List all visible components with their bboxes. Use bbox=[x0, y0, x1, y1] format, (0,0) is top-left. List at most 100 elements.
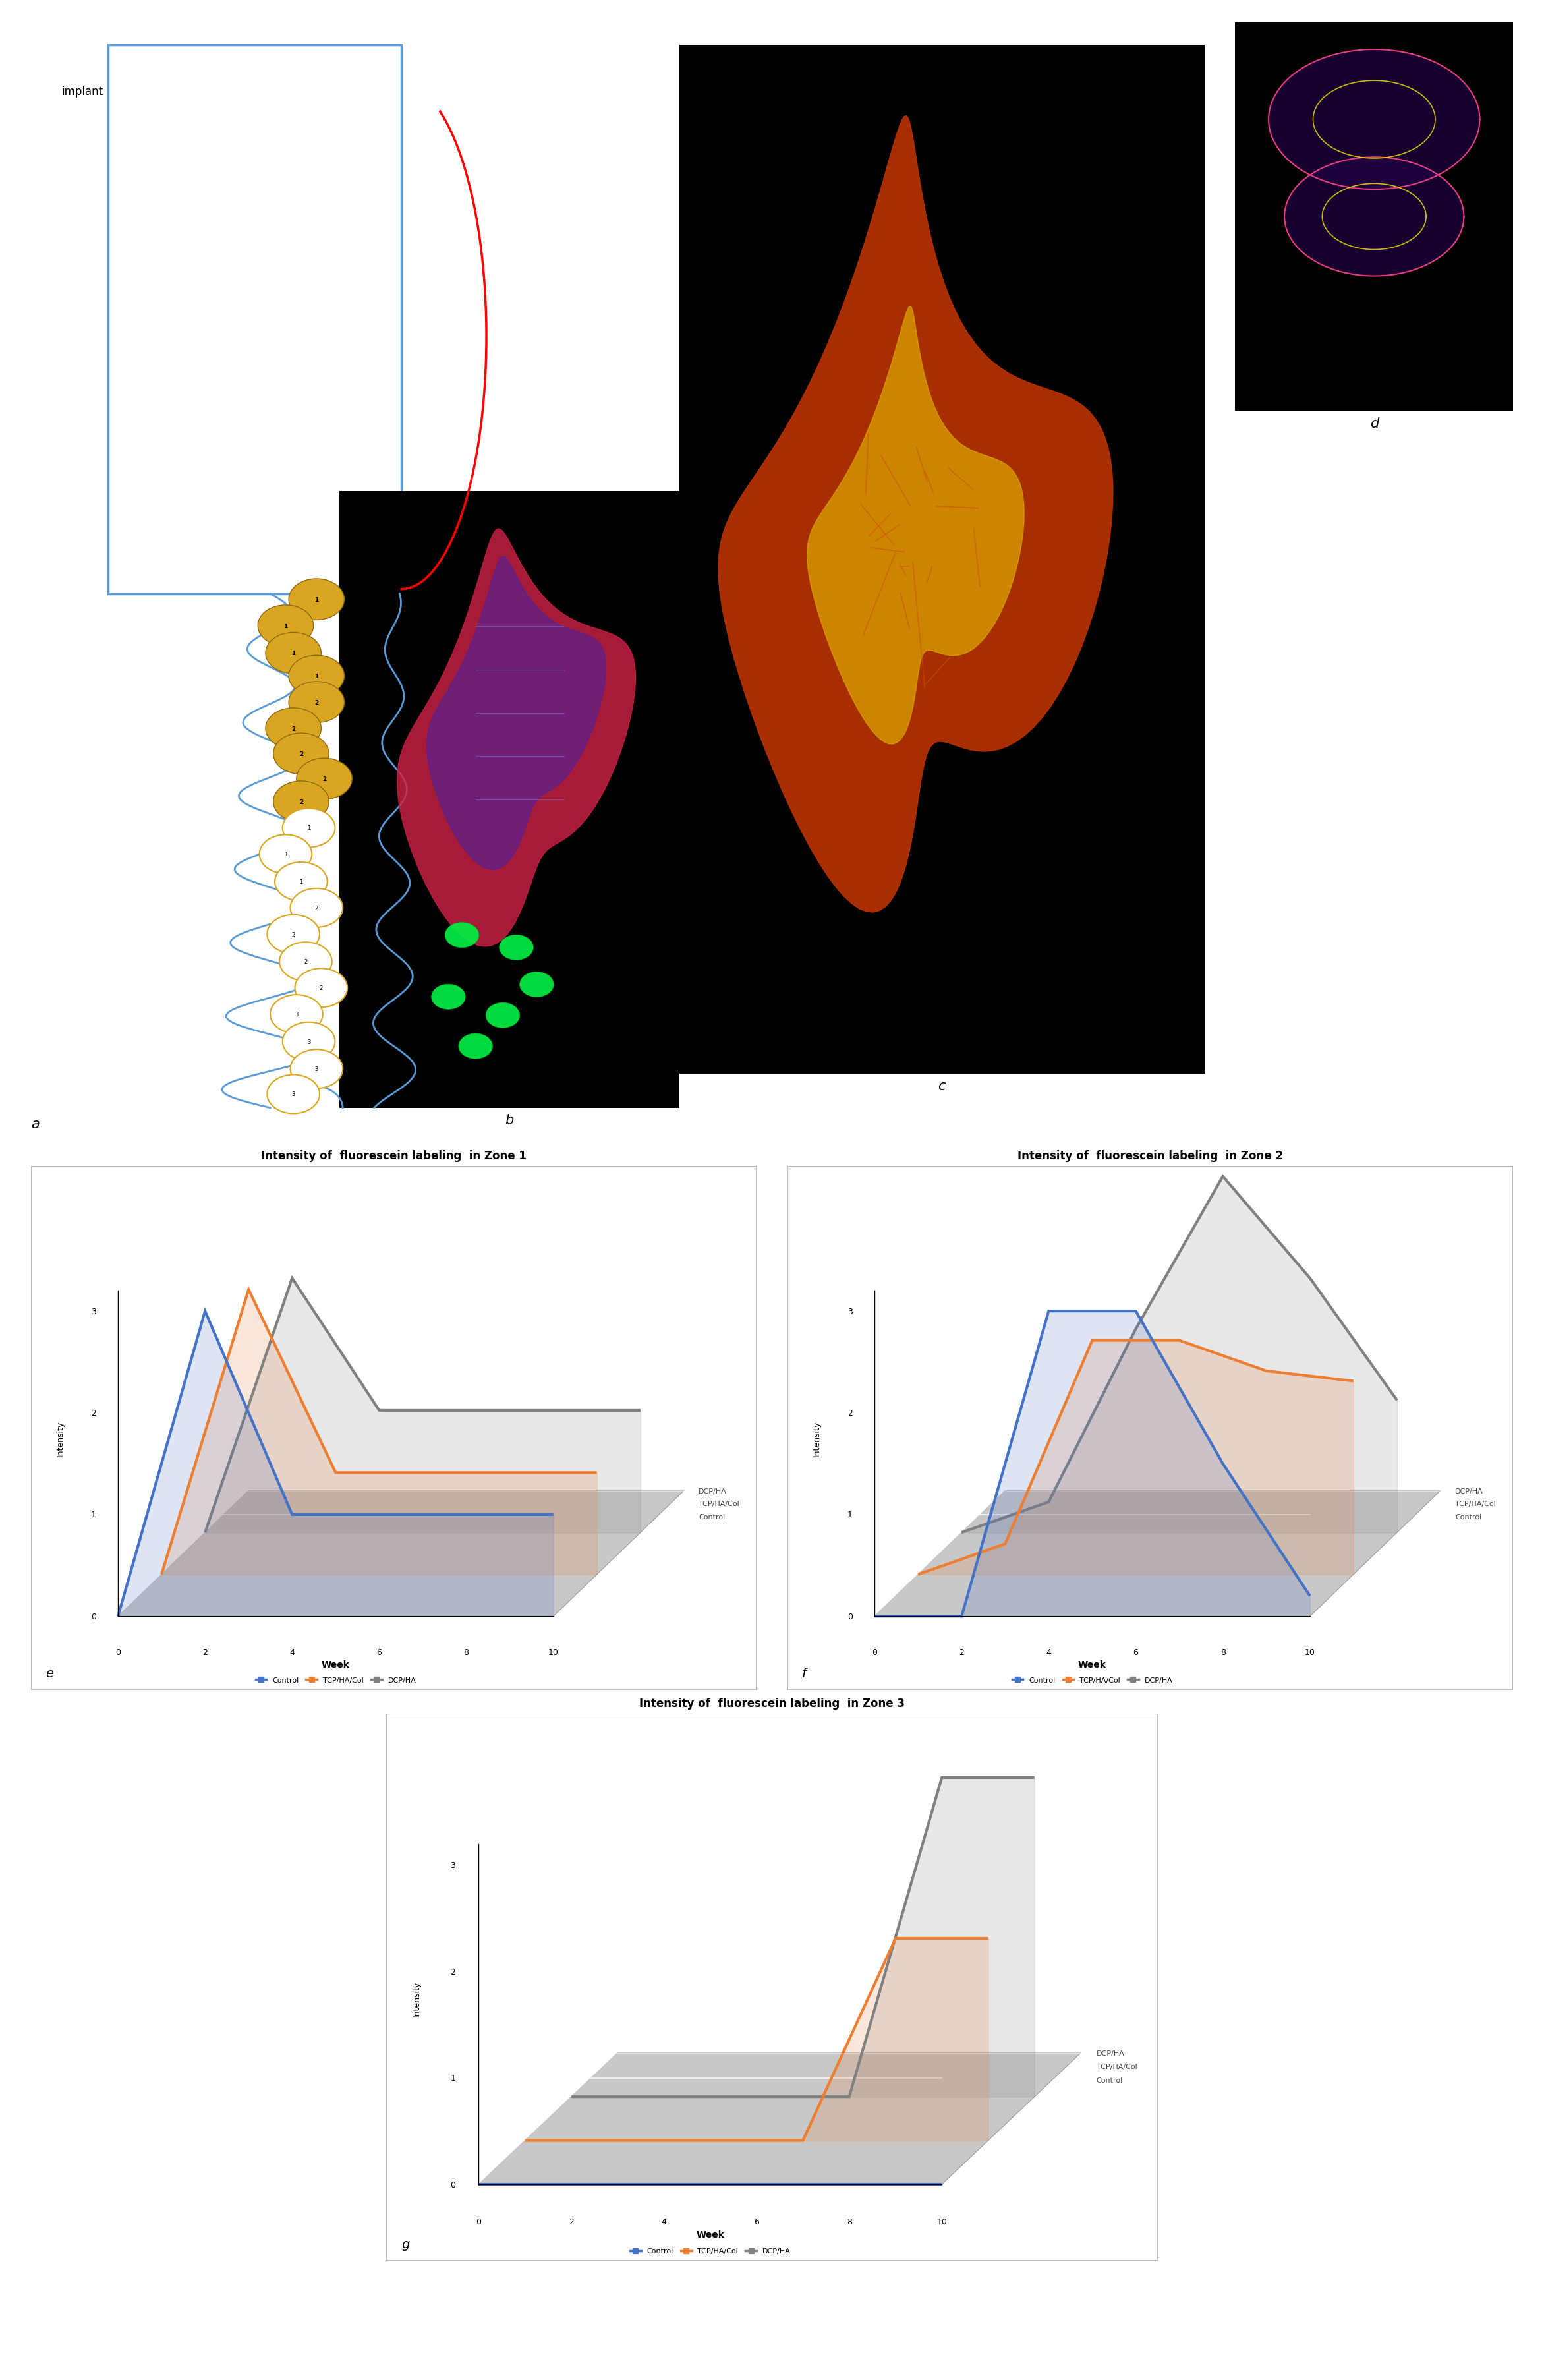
Text: 2: 2 bbox=[202, 1647, 207, 1656]
Bar bbox=[340, 490, 679, 1109]
Circle shape bbox=[266, 709, 321, 750]
Text: TCP/HA/Col: TCP/HA/Col bbox=[1454, 1502, 1496, 1507]
Circle shape bbox=[259, 835, 312, 873]
Circle shape bbox=[289, 657, 344, 697]
Circle shape bbox=[520, 971, 554, 997]
Text: DCP/HA: DCP/HA bbox=[1454, 1488, 1484, 1495]
Text: DCP/HA: DCP/HA bbox=[1096, 2049, 1124, 2056]
Legend: Control, TCP/HA/Col, DCP/HA: Control, TCP/HA/Col, DCP/HA bbox=[253, 1673, 418, 1685]
Circle shape bbox=[499, 935, 533, 959]
Circle shape bbox=[289, 578, 344, 621]
Legend: Control, TCP/HA/Col, DCP/HA: Control, TCP/HA/Col, DCP/HA bbox=[627, 2244, 794, 2256]
Text: 3: 3 bbox=[307, 1040, 310, 1045]
Text: 2: 2 bbox=[292, 726, 295, 731]
Text: 3: 3 bbox=[451, 1861, 455, 1871]
Text: Control: Control bbox=[1454, 1514, 1482, 1521]
Polygon shape bbox=[426, 557, 605, 871]
Text: NB: NB bbox=[463, 633, 482, 645]
Circle shape bbox=[295, 969, 347, 1007]
Text: 2: 2 bbox=[300, 752, 303, 757]
Polygon shape bbox=[1285, 157, 1464, 276]
Text: implant: implant bbox=[62, 86, 103, 98]
Text: TCP/HA/Col: TCP/HA/Col bbox=[1096, 2063, 1136, 2071]
Text: 1: 1 bbox=[292, 650, 295, 657]
Text: Week: Week bbox=[1078, 1659, 1107, 1668]
Circle shape bbox=[290, 888, 343, 928]
Text: 2: 2 bbox=[959, 1647, 963, 1656]
Text: c: c bbox=[939, 1081, 945, 1092]
Title: Intensity of  fluorescein labeling  in Zone 2: Intensity of fluorescein labeling in Zon… bbox=[1017, 1150, 1283, 1161]
Text: a: a bbox=[31, 1119, 39, 1130]
Circle shape bbox=[270, 995, 323, 1033]
Text: 3: 3 bbox=[848, 1307, 852, 1316]
Circle shape bbox=[431, 985, 465, 1009]
Text: e: e bbox=[45, 1666, 54, 1680]
Text: 6: 6 bbox=[377, 1647, 381, 1656]
Circle shape bbox=[486, 1002, 520, 1028]
Text: 2: 2 bbox=[91, 1409, 96, 1418]
Text: 2: 2 bbox=[451, 1968, 455, 1975]
Text: 10: 10 bbox=[937, 2218, 946, 2225]
Polygon shape bbox=[397, 528, 636, 947]
Text: 1: 1 bbox=[451, 2073, 455, 2082]
Text: Week: Week bbox=[696, 2230, 724, 2240]
Text: b: b bbox=[505, 1114, 514, 1128]
Text: 8: 8 bbox=[1220, 1647, 1226, 1656]
Text: 1: 1 bbox=[848, 1511, 852, 1518]
Text: 2: 2 bbox=[568, 2218, 574, 2225]
Text: 1: 1 bbox=[284, 624, 287, 628]
Text: 2: 2 bbox=[315, 700, 318, 704]
Text: Intensity: Intensity bbox=[412, 1980, 422, 2016]
Polygon shape bbox=[718, 117, 1113, 912]
Bar bbox=[679, 45, 1204, 1073]
Text: 1: 1 bbox=[91, 1511, 96, 1518]
Text: 8: 8 bbox=[463, 1647, 469, 1656]
Text: 1: 1 bbox=[315, 597, 318, 602]
Circle shape bbox=[273, 733, 329, 773]
Polygon shape bbox=[117, 1490, 684, 1616]
Text: 10: 10 bbox=[548, 1647, 559, 1656]
Text: 2: 2 bbox=[292, 931, 295, 938]
Text: 3: 3 bbox=[315, 1066, 318, 1073]
Text: 2: 2 bbox=[320, 985, 323, 990]
Circle shape bbox=[258, 605, 313, 647]
Polygon shape bbox=[808, 307, 1024, 745]
Circle shape bbox=[445, 923, 479, 947]
Circle shape bbox=[459, 1033, 493, 1059]
Circle shape bbox=[290, 1050, 343, 1088]
Circle shape bbox=[273, 781, 329, 823]
Text: 0: 0 bbox=[91, 1611, 96, 1621]
Circle shape bbox=[267, 914, 320, 954]
Circle shape bbox=[279, 942, 332, 981]
Text: 0: 0 bbox=[476, 2218, 482, 2225]
Circle shape bbox=[283, 809, 335, 847]
Text: 0: 0 bbox=[451, 2180, 455, 2190]
Text: Intensity: Intensity bbox=[812, 1421, 821, 1457]
Circle shape bbox=[267, 1076, 320, 1114]
Text: 3: 3 bbox=[292, 1092, 295, 1097]
Text: 0: 0 bbox=[848, 1611, 852, 1621]
Text: 4: 4 bbox=[290, 1647, 295, 1656]
Circle shape bbox=[296, 759, 352, 800]
Text: 8: 8 bbox=[846, 2218, 852, 2225]
Circle shape bbox=[266, 633, 321, 674]
Text: 2: 2 bbox=[315, 904, 318, 912]
Text: Week: Week bbox=[321, 1659, 350, 1668]
Text: 4: 4 bbox=[1047, 1647, 1051, 1656]
Text: Intensity: Intensity bbox=[56, 1421, 65, 1457]
Text: g: g bbox=[401, 2237, 409, 2249]
Title: Intensity of  fluorescein labeling  in Zone 3: Intensity of fluorescein labeling in Zon… bbox=[639, 1697, 905, 1709]
Text: 2: 2 bbox=[304, 959, 307, 964]
Polygon shape bbox=[1269, 50, 1479, 190]
Circle shape bbox=[289, 683, 344, 724]
Legend: Control, TCP/HA/Col, DCP/HA: Control, TCP/HA/Col, DCP/HA bbox=[1010, 1673, 1175, 1685]
Text: 2: 2 bbox=[323, 776, 326, 783]
Text: 2: 2 bbox=[848, 1409, 852, 1418]
Circle shape bbox=[275, 862, 327, 902]
Text: 3: 3 bbox=[91, 1307, 96, 1316]
Text: Control: Control bbox=[698, 1514, 726, 1521]
Text: 1: 1 bbox=[284, 852, 287, 857]
Text: 1: 1 bbox=[307, 826, 310, 831]
Text: f: f bbox=[801, 1666, 806, 1680]
Text: DCP/HA: DCP/HA bbox=[698, 1488, 727, 1495]
